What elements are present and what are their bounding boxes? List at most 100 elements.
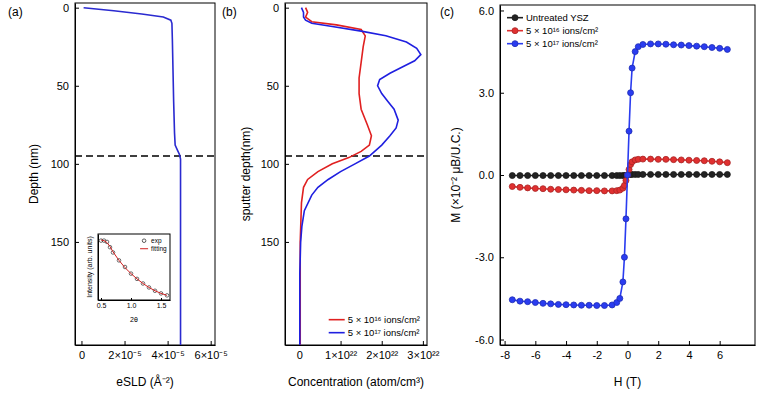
tick-label: -2 bbox=[592, 349, 602, 361]
plot-frame bbox=[75, 3, 215, 345]
data-point bbox=[525, 185, 531, 191]
legend-label: 5 × 10¹⁶ ions/cm² bbox=[526, 25, 598, 36]
tick-label: 6.0 bbox=[479, 5, 494, 17]
legend: Untreated YSZ 5 × 10¹⁶ ions/cm² 5 × 10¹⁷ i… bbox=[507, 12, 598, 49]
tick: 2 bbox=[656, 341, 662, 361]
data-point bbox=[532, 185, 538, 191]
tick-label: 1×10²² bbox=[325, 349, 357, 361]
legend-swatch bbox=[329, 319, 345, 321]
data-point bbox=[601, 303, 607, 309]
tick-label: 50 bbox=[57, 80, 69, 92]
data-point bbox=[548, 301, 554, 307]
tick: 6×10⁻⁵ bbox=[195, 341, 228, 361]
data-point bbox=[540, 300, 546, 306]
data-point bbox=[571, 302, 577, 308]
data-point bbox=[717, 45, 723, 51]
tick-label: -6.0 bbox=[475, 334, 494, 346]
inset-panel: 0.51.01.52θIntensity (arb. units)expfitt… bbox=[82, 230, 174, 326]
tick: -8 bbox=[500, 341, 510, 361]
legend-entry: 5 × 10¹⁷ ions/cm² bbox=[507, 38, 598, 49]
data-point bbox=[555, 173, 561, 179]
y-axis-title: Intensity (arb. units) bbox=[86, 236, 94, 297]
data-point bbox=[548, 173, 554, 179]
data-point bbox=[509, 297, 515, 303]
tick-label: 1.5 bbox=[157, 302, 167, 309]
tick-label: 6×10⁻⁵ bbox=[195, 349, 228, 361]
data-point bbox=[724, 171, 730, 177]
inset-background bbox=[82, 230, 174, 326]
data-point bbox=[625, 172, 631, 178]
data-point bbox=[617, 295, 623, 301]
data-point bbox=[709, 158, 715, 164]
axis: -8-6-4-20246 bbox=[500, 341, 755, 361]
tick: 0 bbox=[79, 341, 85, 361]
tick-mark bbox=[423, 341, 424, 345]
data-point bbox=[640, 156, 646, 162]
tick-label: 2×10⁻⁵ bbox=[108, 349, 141, 361]
panel-title: (c) bbox=[440, 5, 454, 19]
legend-swatch bbox=[140, 248, 148, 249]
x-axis-title: eSLD (Å⁻²) bbox=[116, 374, 173, 389]
data-point bbox=[532, 300, 538, 306]
tick-label: 4 bbox=[686, 349, 692, 361]
tick-mark bbox=[500, 10, 504, 11]
axis: 01×10²²2×10²²3×10²² bbox=[286, 341, 440, 361]
x-axis-title: H (T) bbox=[614, 375, 641, 389]
tick-label: 4×10⁻⁵ bbox=[151, 349, 184, 361]
data-point bbox=[648, 171, 654, 177]
data-point bbox=[686, 171, 692, 177]
chart-svg: 02×10⁻⁵4×10⁻⁵6×10⁻⁵050100150(a)eSLD (Å⁻²… bbox=[0, 0, 768, 394]
data-point bbox=[623, 216, 629, 222]
tick-mark bbox=[720, 341, 721, 345]
tick-label: 6 bbox=[717, 349, 723, 361]
tick-mark bbox=[81, 341, 82, 345]
tick-mark bbox=[75, 86, 79, 87]
legend-swatch bbox=[329, 332, 345, 334]
legend-entry: fitting bbox=[140, 245, 167, 253]
legend-marker bbox=[142, 239, 146, 243]
data-point bbox=[678, 42, 684, 48]
tick: 0 bbox=[63, 2, 79, 14]
legend-label: Untreated YSZ bbox=[526, 12, 589, 23]
plot-area bbox=[75, 8, 215, 345]
x-axis-title: Concentration (atom/cm³) bbox=[288, 375, 424, 389]
data-point bbox=[509, 184, 515, 190]
data-point bbox=[532, 173, 538, 179]
data-point bbox=[709, 45, 715, 51]
data-point bbox=[709, 171, 715, 177]
data-point bbox=[724, 160, 730, 166]
y-axis-title: M (×10⁻² μB/U.C.) bbox=[449, 127, 463, 222]
data-point bbox=[701, 158, 707, 164]
reference-line bbox=[75, 155, 215, 157]
data-point bbox=[578, 173, 584, 179]
data-point bbox=[586, 173, 592, 179]
legend-label: exp bbox=[151, 237, 162, 245]
plot-frame bbox=[500, 5, 755, 345]
tick-label: -4 bbox=[562, 349, 572, 361]
tick-label: 0 bbox=[63, 2, 69, 14]
data-point bbox=[586, 188, 592, 194]
panel-title: (b) bbox=[222, 5, 237, 19]
data-point bbox=[540, 173, 546, 179]
y-axis-title: Depth (nm) bbox=[27, 144, 41, 204]
series-line bbox=[300, 8, 421, 345]
panel: 01×10²²2×10²²3×10²²050100150(b)Concentra… bbox=[222, 2, 440, 389]
tick-mark bbox=[125, 341, 126, 345]
tick-mark bbox=[285, 164, 289, 165]
tick: 6 bbox=[717, 341, 723, 361]
plot-frame bbox=[98, 234, 170, 300]
data-point bbox=[663, 41, 669, 47]
data-point bbox=[625, 172, 631, 178]
data-point bbox=[694, 43, 700, 49]
tick-label: 2×10²² bbox=[366, 349, 398, 361]
tick-mark bbox=[500, 257, 504, 258]
panel: -8-6-4-20246-6.0-3.00.03.06.0(c)H (T)M (… bbox=[440, 5, 756, 389]
data-point bbox=[625, 172, 631, 178]
tick: -4 bbox=[562, 341, 572, 361]
data-point bbox=[594, 303, 600, 309]
tick: -6 bbox=[531, 341, 541, 361]
tick-mark bbox=[75, 8, 79, 9]
tick-mark bbox=[168, 341, 169, 345]
data-point bbox=[717, 159, 723, 165]
data-point bbox=[655, 41, 661, 47]
